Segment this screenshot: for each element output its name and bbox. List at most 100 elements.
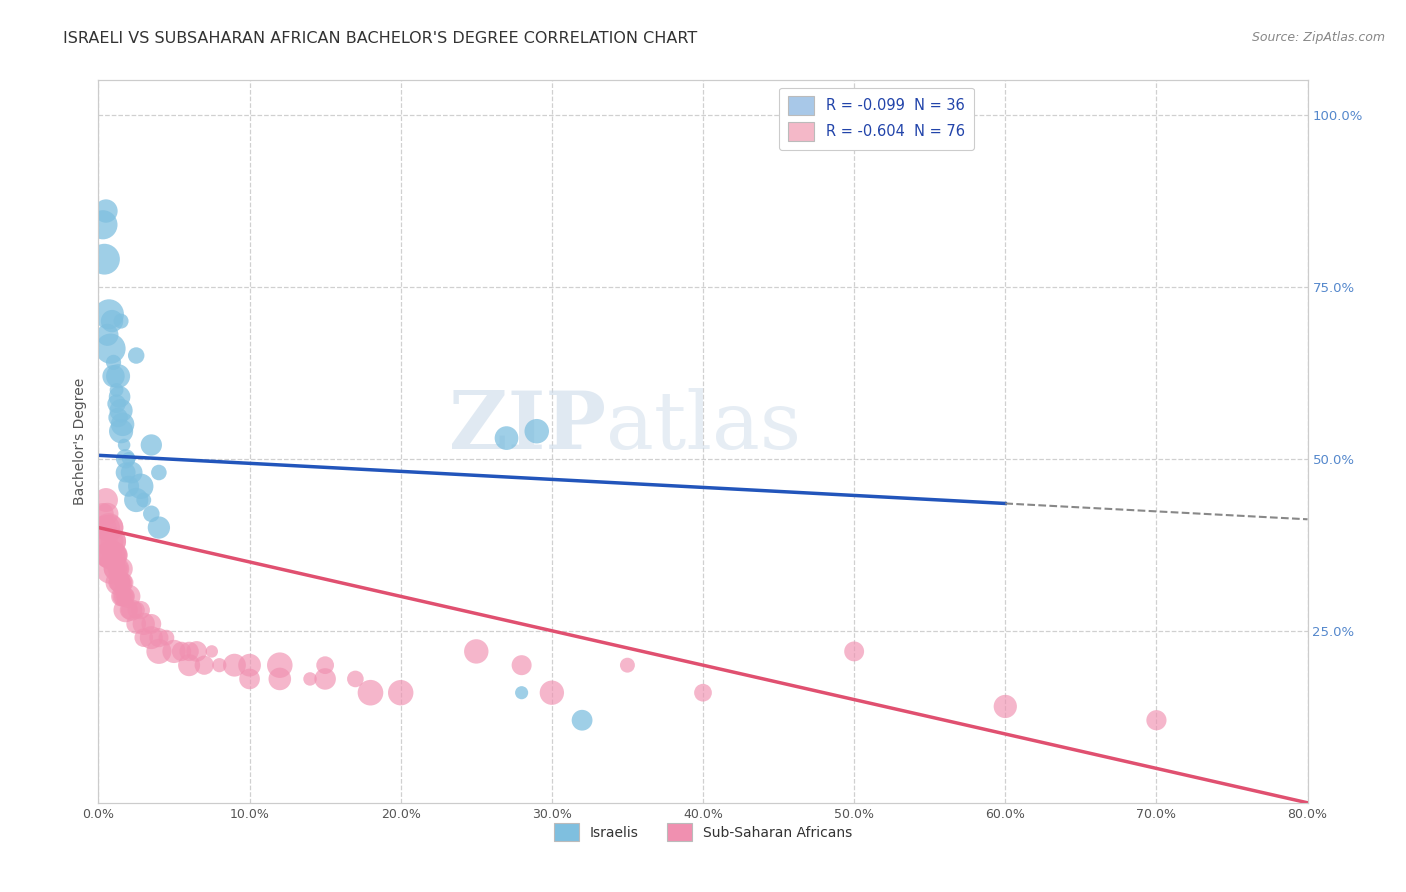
Point — [186, 644, 208, 658]
Point — [510, 686, 533, 700]
Point — [114, 451, 136, 466]
Point — [125, 493, 148, 508]
Point — [125, 349, 148, 363]
Point — [96, 507, 118, 521]
Point — [163, 644, 186, 658]
Point — [93, 252, 115, 267]
Point — [208, 658, 231, 673]
Point — [299, 672, 322, 686]
Point — [103, 355, 125, 369]
Point — [526, 424, 548, 438]
Point — [201, 644, 224, 658]
Point — [141, 631, 163, 645]
Point — [103, 548, 125, 562]
Point — [141, 438, 163, 452]
Point — [239, 672, 262, 686]
Point — [121, 603, 143, 617]
Point — [110, 575, 132, 590]
Point — [103, 369, 125, 384]
Point — [111, 417, 134, 432]
Point — [111, 590, 134, 604]
Point — [314, 658, 336, 673]
Point — [94, 493, 117, 508]
Point — [540, 686, 562, 700]
Point — [108, 575, 131, 590]
Point — [114, 590, 136, 604]
Point — [112, 438, 135, 452]
Point — [107, 410, 129, 425]
Point — [269, 672, 291, 686]
Point — [96, 548, 118, 562]
Point — [104, 548, 127, 562]
Point — [107, 369, 129, 384]
Y-axis label: Bachelor's Degree: Bachelor's Degree — [73, 378, 87, 505]
Text: atlas: atlas — [606, 388, 801, 467]
Point — [107, 562, 129, 576]
Point — [103, 534, 125, 549]
Point — [141, 507, 163, 521]
Point — [110, 403, 132, 417]
Point — [179, 658, 201, 673]
Point — [224, 658, 246, 673]
Point — [269, 658, 291, 673]
Point — [100, 520, 122, 534]
Point — [148, 631, 170, 645]
Point — [98, 307, 121, 321]
Point — [108, 390, 131, 404]
Point — [105, 562, 128, 576]
Point — [125, 603, 148, 617]
Point — [121, 466, 143, 480]
Point — [100, 562, 122, 576]
Text: ISRAELI VS SUBSAHARAN AFRICAN BACHELOR'S DEGREE CORRELATION CHART: ISRAELI VS SUBSAHARAN AFRICAN BACHELOR'S… — [63, 31, 697, 46]
Point — [110, 562, 132, 576]
Text: Source: ZipAtlas.com: Source: ZipAtlas.com — [1251, 31, 1385, 45]
Point — [94, 204, 117, 219]
Point — [465, 644, 488, 658]
Point — [98, 534, 121, 549]
Point — [101, 314, 124, 328]
Point — [110, 590, 132, 604]
Point — [170, 644, 193, 658]
Point — [141, 616, 163, 631]
Point — [1144, 713, 1167, 727]
Point — [91, 218, 114, 232]
Point — [155, 631, 177, 645]
Point — [96, 520, 118, 534]
Point — [98, 520, 121, 534]
Point — [118, 451, 141, 466]
Point — [129, 603, 152, 617]
Point — [112, 575, 135, 590]
Point — [118, 603, 141, 617]
Point — [111, 575, 134, 590]
Point — [105, 575, 128, 590]
Point — [344, 672, 367, 686]
Point — [110, 424, 132, 438]
Point — [495, 431, 517, 445]
Point — [616, 658, 638, 673]
Point — [110, 314, 132, 328]
Point — [692, 686, 714, 700]
Point — [314, 672, 336, 686]
Point — [571, 713, 593, 727]
Point — [101, 548, 124, 562]
Point — [108, 562, 131, 576]
Point — [148, 466, 170, 480]
Legend: Israelis, Sub-Saharan Africans: Israelis, Sub-Saharan Africans — [548, 817, 858, 847]
Point — [101, 534, 124, 549]
Point — [105, 383, 128, 397]
Point — [114, 466, 136, 480]
Point — [125, 616, 148, 631]
Point — [100, 548, 122, 562]
Point — [193, 658, 215, 673]
Point — [100, 342, 122, 356]
Point — [105, 548, 128, 562]
Point — [91, 507, 114, 521]
Point — [118, 590, 141, 604]
Text: ZIP: ZIP — [450, 388, 606, 467]
Point — [132, 493, 155, 508]
Point — [994, 699, 1017, 714]
Point — [96, 327, 118, 342]
Point — [114, 603, 136, 617]
Point — [103, 562, 125, 576]
Point — [93, 520, 115, 534]
